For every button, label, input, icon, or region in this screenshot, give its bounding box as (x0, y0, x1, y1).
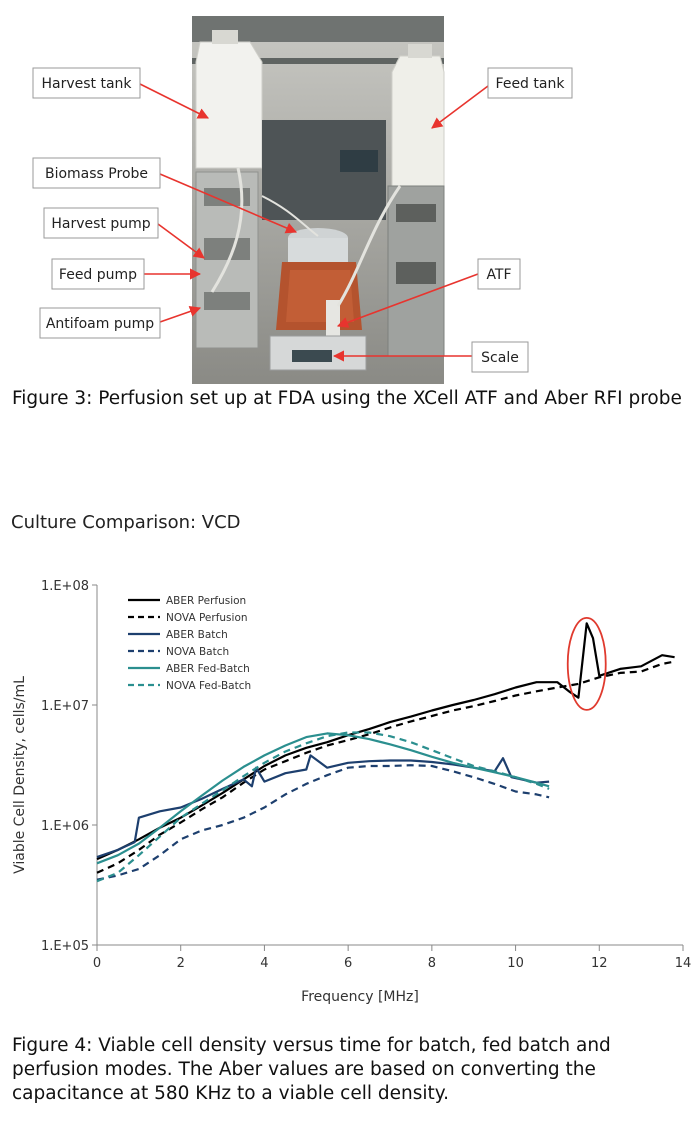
x-tick-label: 0 (93, 956, 101, 971)
series-line-aber-perfusion (96, 622, 675, 861)
x-tick-label: 4 (260, 956, 268, 971)
series-line-nova-perfusion (96, 660, 675, 874)
x-tick-label: 6 (344, 956, 352, 971)
spike-highlight-ellipse (566, 617, 607, 711)
legend-entry: ABER Fed-Batch (166, 663, 250, 675)
callout-atf: ATF (477, 258, 521, 290)
callout-feed-tank: Feed tank (487, 67, 573, 99)
x-tick-label: 2 (177, 956, 185, 971)
figure-3-caption: Figure 3: Perfusion set up at FDA using … (12, 388, 682, 409)
svg-text:Harvest pump: Harvest pump (51, 216, 150, 232)
callout-arrows (139, 83, 489, 362)
legend-entry: ABER Perfusion (166, 595, 246, 607)
callout-scale: Scale (471, 341, 529, 373)
y-tick-label: 1.E+06 (41, 819, 89, 834)
legend-entry: NOVA Batch (166, 646, 229, 658)
lab-photograph (192, 16, 445, 384)
svg-text:Scale: Scale (481, 350, 519, 366)
x-tick-label: 12 (591, 956, 608, 971)
x-tick-label: 10 (507, 956, 524, 971)
series-line-aber-batch (96, 754, 550, 859)
svg-text:ATF: ATF (486, 267, 511, 283)
chart-annotation (566, 617, 607, 711)
figure-4-caption: Figure 4: Viable cell density versus tim… (12, 1035, 611, 1104)
callout-harvest-pump: Harvest pump (43, 207, 159, 239)
y-tick-label: 1.E+07 (41, 699, 89, 714)
chart-title: Culture Comparison: VCD (11, 512, 241, 533)
series-line-aber-fed-batch (96, 732, 550, 865)
legend-entry: ABER Batch (166, 629, 228, 641)
callout-biomass-probe: Biomass Probe (32, 157, 161, 189)
y-tick-label: 1.E+05 (41, 939, 89, 954)
svg-text:Feed pump: Feed pump (59, 267, 137, 283)
legend-entry: NOVA Fed-Batch (166, 680, 251, 692)
x-tick-label: 14 (675, 956, 692, 971)
vcd-chart: 0 2 4 6 8 10 12 14 1.E+05 1.E+06 1.E+07 1.E+08 Frequ… (12, 579, 691, 1005)
x-tick-label: 8 (428, 956, 436, 971)
x-axis-label: Frequency [MHz] (301, 989, 419, 1005)
callout-antifoam-pump: Antifoam pump (39, 307, 161, 339)
svg-text:Biomass Probe: Biomass Probe (45, 166, 148, 182)
chart-legend: ABER Perfusion NOVA Perfusion ABER Batch NO… (128, 595, 251, 692)
figure-3-photo: Harvest tank Feed tank Biomass Probe Har… (32, 16, 573, 384)
chart-axes: 0 2 4 6 8 10 12 14 1.E+05 1.E+06 1.E+07 1.E+08 Frequ… (12, 579, 691, 1005)
callout-harvest-tank: Harvest tank (32, 67, 141, 99)
svg-text:Antifoam pump: Antifoam pump (46, 316, 154, 332)
chart-series (96, 622, 675, 883)
svg-text:Harvest tank: Harvest tank (41, 76, 132, 92)
series-line-nova-batch (96, 764, 550, 881)
y-axis-label: Viable Cell Density, cells/mL (12, 676, 28, 874)
svg-text:Feed tank: Feed tank (496, 76, 566, 92)
series-line-nova-fed-batch (96, 731, 550, 883)
y-tick-label: 1.E+08 (41, 579, 89, 594)
callout-feed-pump: Feed pump (51, 258, 145, 290)
legend-entry: NOVA Perfusion (166, 612, 248, 624)
